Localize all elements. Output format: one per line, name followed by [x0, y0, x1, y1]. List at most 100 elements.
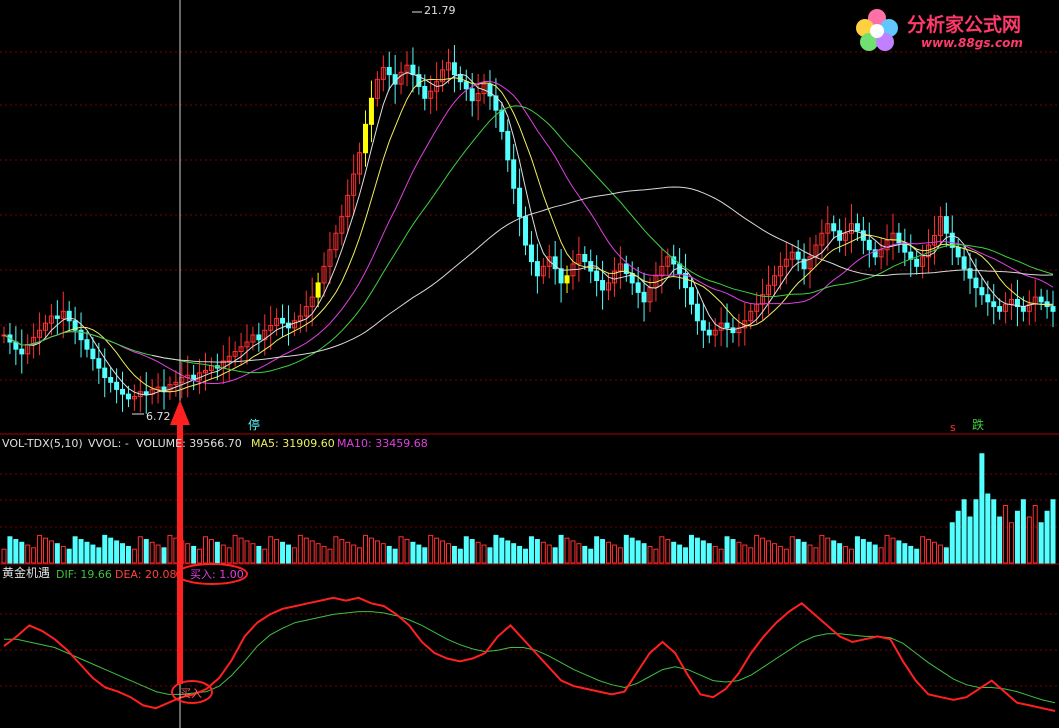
candle-body — [428, 90, 434, 99]
candle-body — [540, 265, 546, 277]
candle-body — [256, 334, 262, 341]
candle-body — [884, 239, 890, 251]
ma60-line — [152, 186, 1054, 363]
volume-bar — [985, 493, 991, 564]
candle-body — [333, 232, 339, 251]
volume-bar — [511, 543, 517, 564]
volume-bar — [368, 537, 374, 564]
dea-label: DEA: 20.08 — [115, 568, 177, 581]
volume-bar — [665, 539, 671, 564]
volume-bar — [90, 544, 96, 564]
candle-body — [878, 249, 884, 258]
candle-body — [677, 263, 683, 274]
candle-body — [120, 388, 126, 395]
ma30-line — [3, 105, 1054, 374]
candle-body — [410, 64, 416, 76]
volume-bar — [499, 537, 505, 564]
volume-bar — [659, 536, 665, 564]
volume-bar — [25, 544, 31, 564]
candle-body — [102, 367, 108, 379]
volume-bar — [416, 544, 422, 564]
volume-bar — [291, 547, 297, 564]
candle-body — [1020, 306, 1026, 312]
volume-bar — [902, 543, 908, 564]
volume-bar — [837, 543, 843, 564]
candle-body — [66, 310, 72, 322]
volume-bar — [161, 547, 167, 564]
ma10-label: MA10: 33459.68 — [337, 437, 428, 450]
volume-bar — [754, 534, 760, 564]
volume-bar — [594, 536, 600, 564]
candle-body — [546, 256, 552, 267]
candle-body — [42, 322, 48, 331]
site-logo[interactable]: 分析家公式网 www.88gs.com — [851, 6, 1051, 56]
volume-bar — [647, 545, 653, 564]
volume-bar — [398, 536, 404, 564]
candle-body — [789, 251, 795, 260]
volume-bar — [848, 548, 854, 564]
volume-bar — [7, 536, 13, 564]
volume-bar — [220, 544, 226, 564]
volume-bar — [315, 543, 321, 564]
candle-body — [90, 348, 96, 360]
volume-bar — [671, 541, 677, 564]
volume-bar — [309, 540, 315, 564]
volume-bar — [203, 536, 209, 564]
volume-bar — [185, 543, 191, 564]
candle-body — [1038, 296, 1044, 303]
volume-bar — [635, 540, 641, 564]
candle-body — [558, 268, 564, 284]
volume-bar — [487, 547, 493, 564]
volume-bar — [825, 537, 831, 564]
volume-bar — [250, 543, 256, 564]
volume-bar — [641, 543, 647, 564]
volume-bar — [262, 548, 268, 564]
candle-body — [712, 329, 718, 336]
volume-bar — [653, 548, 659, 564]
candle-body — [931, 235, 937, 246]
buy-signal-label: 买入: 1.00 — [190, 568, 244, 581]
volume-bar — [546, 544, 552, 564]
candle-body — [1026, 303, 1032, 312]
volume-bar — [167, 534, 173, 564]
candle-body — [84, 339, 90, 350]
candle-body — [469, 88, 475, 102]
volume-bar — [795, 539, 801, 564]
ma10-line — [3, 77, 1054, 393]
candle-body — [19, 348, 25, 355]
buy-signal-marker: 买入 — [180, 687, 202, 700]
volume-bar — [943, 547, 949, 564]
volume-bar — [274, 539, 280, 564]
volume-bar — [949, 522, 955, 564]
candle-body — [848, 223, 854, 234]
volume-bar — [244, 540, 250, 564]
volume-bar — [789, 536, 795, 564]
volume-bar — [481, 544, 487, 564]
volume-bar — [440, 540, 446, 564]
volume-bar — [694, 537, 700, 564]
candle-body — [339, 216, 345, 234]
volume-bar — [991, 499, 997, 564]
small-marker: s — [950, 421, 956, 434]
candle-body — [48, 315, 54, 324]
candle-body — [374, 78, 380, 99]
volume-bar — [404, 539, 410, 564]
volume-bar — [813, 547, 819, 564]
candle-body — [611, 270, 617, 284]
volume-bar — [712, 545, 718, 564]
candle-body — [606, 282, 612, 291]
volume-bar — [937, 544, 943, 564]
volume-bar — [19, 541, 25, 564]
volume-bar — [742, 544, 748, 564]
volume-bar — [380, 543, 386, 564]
candle-body — [819, 232, 825, 246]
volume-bar — [1, 548, 7, 564]
candle-body — [274, 317, 280, 326]
candle-body — [280, 317, 286, 324]
volume-value-label: VOLUME: 39566.70 — [136, 437, 242, 450]
ma20-line — [3, 80, 1054, 384]
volume-bar — [505, 540, 511, 564]
volume-bar — [623, 534, 629, 564]
candle-body — [937, 216, 943, 237]
